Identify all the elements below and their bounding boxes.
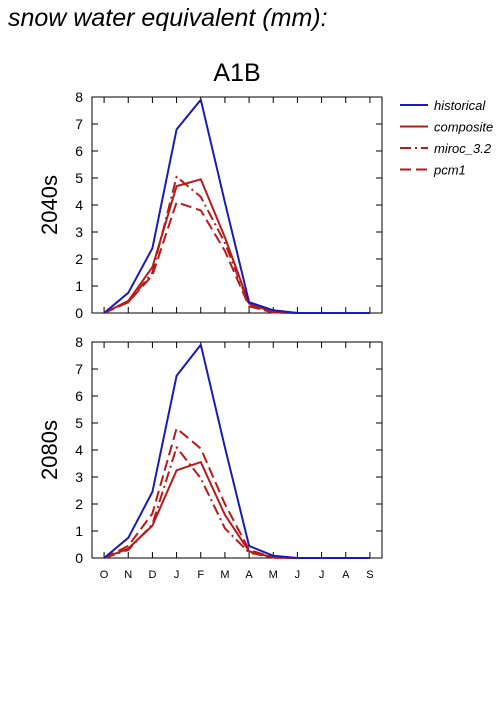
y-tick-label: 2 xyxy=(75,496,83,512)
chart-legend: historical composite miroc_3.2 pcm1 xyxy=(400,98,493,178)
x-tick-label: J xyxy=(319,569,325,581)
page-title: snow water equivalent (mm): xyxy=(8,4,328,32)
x-tick-label: A xyxy=(342,569,350,581)
y-tick-label: 3 xyxy=(75,469,83,485)
y-tick-label: 4 xyxy=(75,197,83,213)
panel-2080s: 0 1 2 3 4 5 6 7 8 O N D J F M A M J J A S 2080s xyxy=(37,334,383,581)
x-tick-label: F xyxy=(197,569,204,581)
y-tick-label: 4 xyxy=(75,442,83,458)
y-tick-label: 3 xyxy=(75,224,83,240)
y-tick-label: 6 xyxy=(75,388,83,404)
y-tick-label: 1 xyxy=(75,278,83,294)
legend-label: miroc_3.2 xyxy=(434,141,492,156)
x-tick-label: M xyxy=(269,569,278,581)
x-tick-label: A xyxy=(245,569,253,581)
legend-label: pcm1 xyxy=(433,163,466,178)
x-tick-label: D xyxy=(148,569,156,581)
y-tick-label: 7 xyxy=(75,116,83,132)
panel-label: 2080s xyxy=(37,420,62,480)
y-tick-label: 1 xyxy=(75,523,83,539)
y-tick-label: 0 xyxy=(75,550,83,566)
y-tick-label: 5 xyxy=(75,170,83,186)
series-line-pcm1 xyxy=(103,201,370,314)
series-line-miroc-3-2 xyxy=(103,175,370,314)
x-tick-label: O xyxy=(100,569,109,581)
y-tick-label: 8 xyxy=(75,89,83,105)
y-tick-label: 7 xyxy=(75,361,83,377)
legend-label: historical xyxy=(434,98,486,113)
y-tick-label: 6 xyxy=(75,143,83,159)
series-line-miroc-3-2 xyxy=(103,446,370,559)
y-tick-label: 5 xyxy=(75,415,83,431)
series-line-historical xyxy=(103,343,370,559)
chart-title: A1B xyxy=(213,59,260,87)
y-tick-label: 8 xyxy=(75,334,83,350)
x-tick-label: J xyxy=(174,569,180,581)
panel-2040s: 0 1 2 3 4 5 6 7 8 2040s xyxy=(37,89,383,321)
chart-panels: 0 1 2 3 4 5 6 7 8 2040s 0 1 2 3 4 5 6 7 8 O N D J F M A M J J A S 2080s xyxy=(37,89,383,581)
x-tick-label: S xyxy=(366,569,373,581)
x-tick-label: J xyxy=(295,569,301,581)
y-tick-label: 0 xyxy=(75,305,83,321)
series-line-historical xyxy=(103,98,370,314)
series-line-composite xyxy=(103,178,370,314)
x-tick-label: N xyxy=(124,569,132,581)
panel-label: 2040s xyxy=(37,175,62,235)
legend-label: composite xyxy=(434,120,493,135)
y-tick-label: 2 xyxy=(75,251,83,267)
x-tick-label: M xyxy=(220,569,229,581)
